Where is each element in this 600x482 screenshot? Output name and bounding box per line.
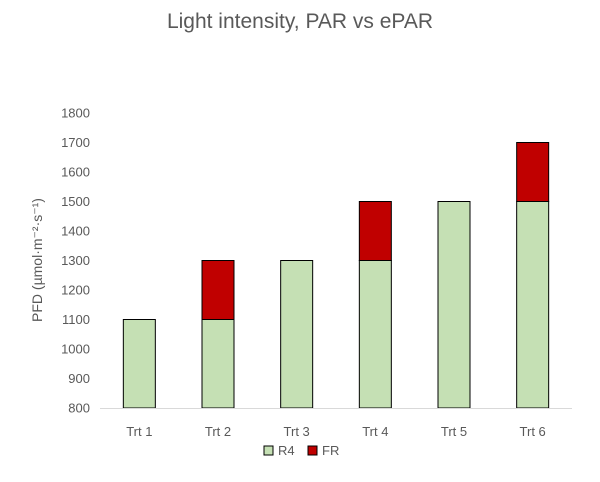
y-tick-label: 900 bbox=[68, 371, 90, 386]
chart-title: Light intensity, PAR vs ePAR bbox=[167, 10, 433, 33]
y-tick-label: 1300 bbox=[61, 253, 90, 268]
y-axis-label: PFD (µmol·m⁻²·s⁻¹) bbox=[29, 198, 45, 322]
legend-swatch-r4 bbox=[263, 445, 274, 456]
legend-label-fr: FR bbox=[322, 443, 339, 458]
bars bbox=[122, 142, 550, 409]
legend-swatch-fr bbox=[307, 445, 318, 456]
legend: R4 FR bbox=[263, 443, 339, 458]
bar-fr-6 bbox=[516, 142, 550, 202]
x-tick-label: Trt 2 bbox=[205, 424, 231, 439]
y-tick-label: 1100 bbox=[62, 312, 90, 327]
y-tick-label: 1500 bbox=[61, 194, 90, 209]
x-tick-label: Trt 6 bbox=[520, 424, 546, 439]
bar-fr-2 bbox=[201, 260, 235, 320]
bar-r4-5 bbox=[437, 201, 471, 409]
y-tick-label: 1000 bbox=[61, 342, 90, 357]
y-axis-ticks: 800 900 1000 1100 1200 1300 1400 1500 1600 1700 18… bbox=[61, 106, 90, 416]
x-axis-ticks: Trt 1 Trt 2 Trt 3 Trt 4 Trt 5 Trt 6 bbox=[126, 424, 546, 439]
bar-r4-3 bbox=[280, 260, 314, 409]
x-tick-label: Trt 3 bbox=[284, 424, 310, 439]
bar-fr-4 bbox=[358, 201, 392, 261]
y-tick-label: 1200 bbox=[61, 283, 90, 298]
bar-r4-1 bbox=[122, 319, 156, 409]
y-tick-label: 1700 bbox=[61, 135, 90, 150]
y-tick-label: 1400 bbox=[61, 224, 90, 239]
y-tick-label: 1800 bbox=[61, 106, 90, 121]
x-tick-label: Trt 4 bbox=[362, 424, 388, 439]
y-tick-label: 1600 bbox=[61, 165, 90, 180]
bar-r4-4 bbox=[358, 260, 392, 409]
legend-label-r4: R4 bbox=[278, 443, 295, 458]
y-tick-label: 800 bbox=[68, 401, 90, 416]
bar-r4-2 bbox=[201, 319, 235, 409]
x-tick-label: Trt 5 bbox=[441, 424, 467, 439]
x-tick-label: Trt 1 bbox=[126, 424, 152, 439]
bar-r4-6 bbox=[516, 201, 550, 409]
